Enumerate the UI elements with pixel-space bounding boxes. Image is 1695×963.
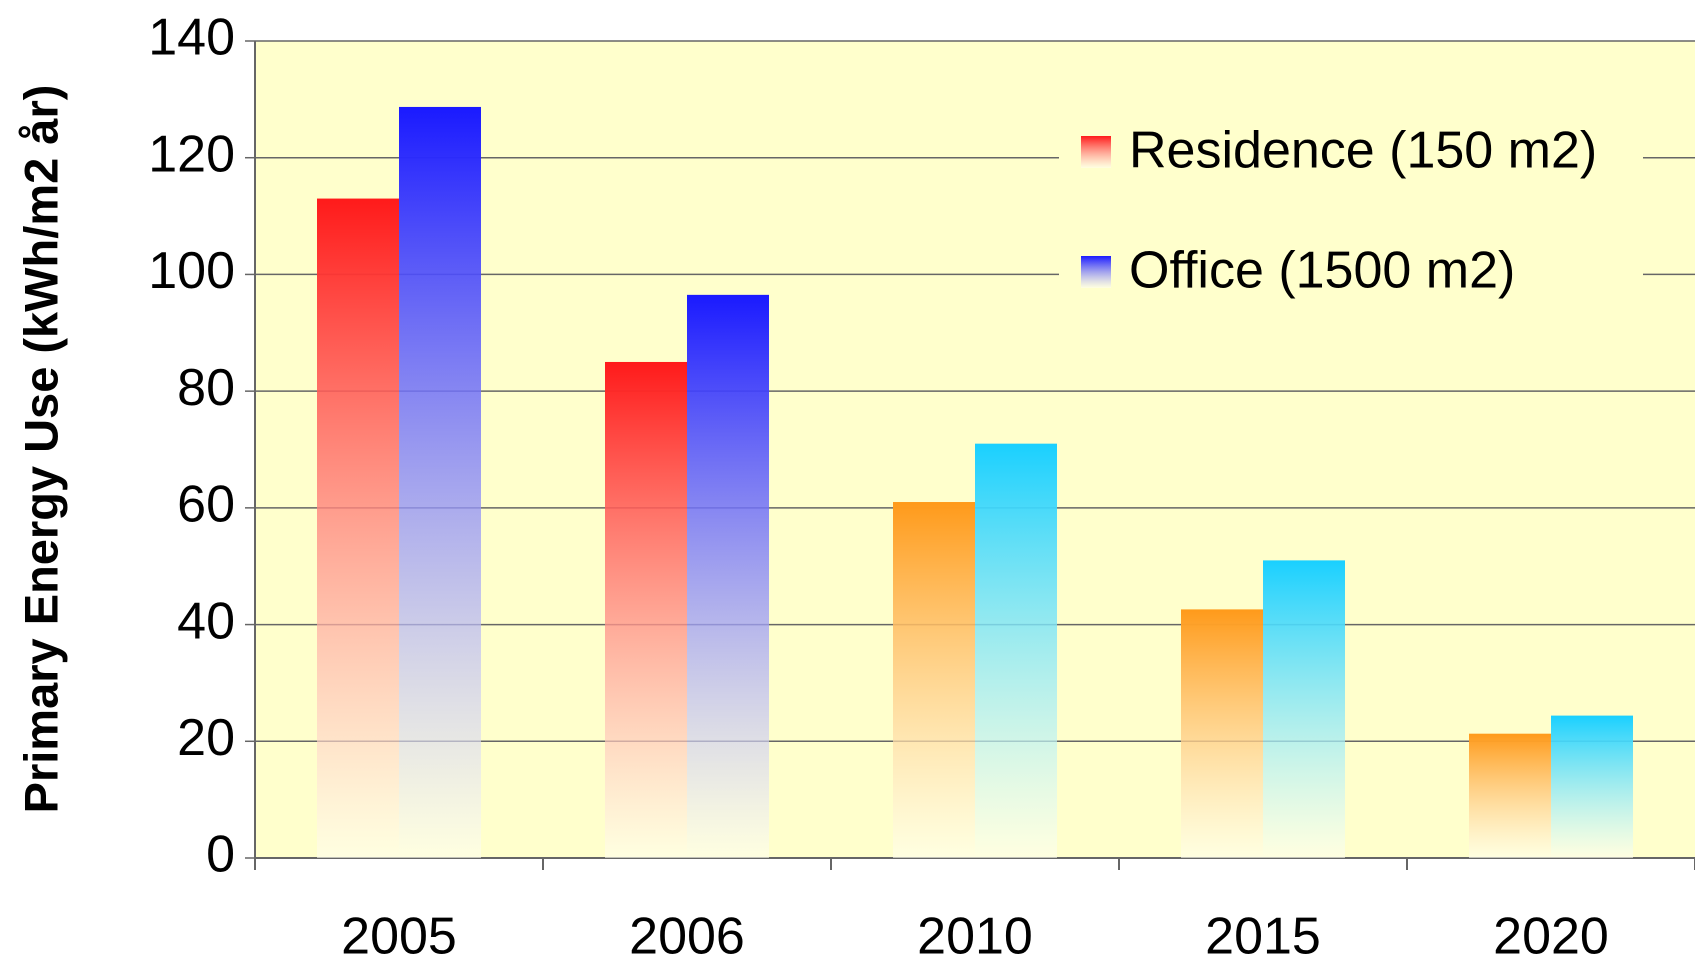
y-tick-label: 40 — [177, 592, 235, 650]
bar — [605, 361, 687, 858]
bar — [1181, 609, 1263, 858]
y-tick-label: 20 — [177, 709, 235, 767]
legend-box — [1059, 108, 1643, 313]
x-tick-label: 2006 — [629, 908, 745, 963]
bar — [1263, 560, 1345, 858]
bar — [1469, 733, 1551, 858]
bar — [317, 198, 399, 859]
y-tick-label: 120 — [148, 125, 235, 183]
y-tick-label: 140 — [148, 9, 235, 67]
x-tick-label: 2015 — [1205, 908, 1321, 963]
y-tick-label: 60 — [177, 476, 235, 534]
bar — [1551, 715, 1633, 858]
y-axis-label: Primary Energy Use (kWh/m2 år) — [14, 85, 67, 814]
legend-label: Residence (150 m2) — [1129, 122, 1597, 180]
bar — [975, 443, 1057, 858]
x-tick-label: 2010 — [917, 908, 1033, 963]
y-tick-label: 80 — [177, 359, 235, 417]
y-tick-label: 0 — [206, 826, 235, 884]
bar — [399, 106, 481, 858]
bar — [893, 502, 975, 858]
x-tick-label: 2020 — [1493, 908, 1609, 963]
legend-swatch — [1081, 136, 1111, 168]
legend-label: Office (1500 m2) — [1129, 242, 1515, 300]
y-tick-label: 100 — [148, 242, 235, 300]
bar — [687, 294, 769, 858]
legend-swatch — [1081, 256, 1111, 288]
x-tick-label: 2005 — [341, 908, 457, 963]
